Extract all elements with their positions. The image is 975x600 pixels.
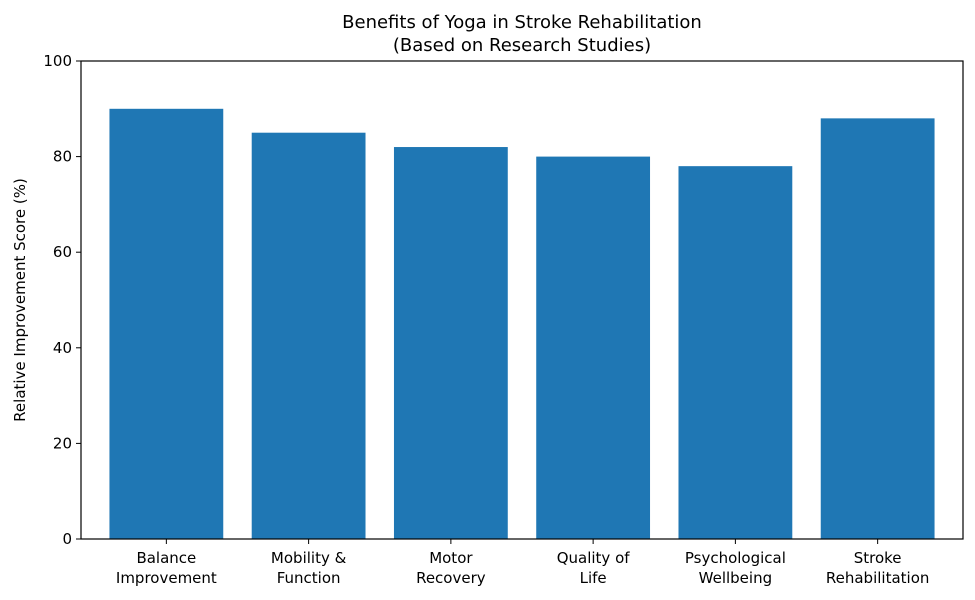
chart-title-line-2: (Based on Research Studies): [393, 35, 651, 56]
x-ticks-group: Balance Improvement Mobility & Function Moto…: [116, 539, 930, 587]
y-axis-label: Relative Improvement Score (%): [11, 178, 29, 422]
x-tick-label-0-1: Improvement: [116, 569, 217, 587]
y-tick-label-4: 80: [53, 148, 72, 166]
x-tick-label-3-1: Life: [580, 569, 607, 587]
bar-1: [251, 132, 366, 539]
x-tick-label-5-0: Stroke: [854, 549, 902, 567]
bar-5: [820, 118, 935, 540]
x-tick-label-4-1: Wellbeing: [699, 569, 772, 587]
y-tick-label-5: 100: [43, 52, 72, 70]
bar-0: [109, 108, 224, 540]
bar-2: [393, 147, 508, 540]
x-tick-label-1-0: Mobility &: [271, 549, 347, 567]
x-tick-label-0-0: Balance: [136, 549, 196, 567]
x-tick-label-2-1: Recovery: [416, 569, 486, 587]
plot-frame: [80, 60, 964, 540]
x-tick-label-5-1: Rehabilitation: [826, 569, 930, 587]
x-tick-label-2-0: Motor: [429, 549, 473, 567]
y-ticks-group: 0 20 40 60 80 100: [43, 52, 81, 548]
y-tick-label-1: 20: [53, 434, 72, 452]
bar-3: [536, 156, 651, 539]
y-tick-label-0: 0: [62, 530, 72, 548]
bar-4: [678, 166, 793, 539]
x-tick-label-4-0: Psychological: [685, 549, 786, 567]
chart-title-line-1: Benefits of Yoga in Stroke Rehabilitatio…: [342, 12, 702, 33]
x-tick-label-1-1: Function: [277, 569, 341, 587]
y-tick-label-2: 40: [53, 339, 72, 357]
y-tick-label-3: 60: [53, 243, 72, 261]
x-tick-label-3-0: Quality of: [557, 549, 631, 567]
bars-group: [109, 108, 935, 540]
